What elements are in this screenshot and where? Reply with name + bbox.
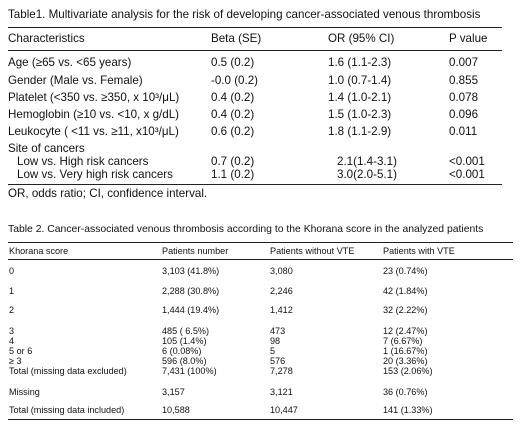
row-p: 0.011 — [449, 125, 478, 138]
cell-with: 7 (6.67%) — [383, 336, 423, 346]
table1-header-or: OR (95% CI) — [328, 32, 395, 45]
row-beta: -0.0 (0.2) — [211, 74, 259, 87]
table2-header-score: Khorana score — [9, 246, 69, 256]
cell-number: 485 ( 6.5%) — [162, 326, 210, 336]
table2-header-with: Patients with VTE — [383, 246, 455, 256]
row-or: 1.8 (1.1-2.9) — [328, 125, 392, 138]
row-or: 1.4 (1.0-2.1) — [328, 91, 392, 104]
table2-bottom-rule — [8, 419, 513, 420]
cell-without: 98 — [270, 336, 281, 346]
row-label: Low vs. Very high risk cancers — [17, 168, 173, 181]
cell-score: Missing — [9, 387, 40, 397]
table2-header-number: Patients number — [162, 246, 229, 256]
row-beta: 0.4 (0.2) — [211, 108, 255, 121]
cell-number: 3,157 — [162, 387, 185, 397]
row-p: 0.007 — [449, 56, 479, 69]
cell-with: 141 (1.33%) — [383, 405, 433, 415]
row-label: Leukocyte ( <11 vs. ≥11, x10³/μL) — [8, 125, 179, 138]
cell-without: 576 — [270, 356, 286, 366]
cell-number: 10,588 — [162, 405, 190, 415]
cell-score: Total (missing data included) — [9, 405, 125, 415]
cell-score: Total (missing data excluded) — [9, 366, 127, 376]
row-label: Low vs. High risk cancers — [17, 155, 149, 168]
cell-score: 1 — [9, 286, 15, 296]
cell-without: 2,246 — [270, 286, 293, 296]
cell-score: 5 or 6 — [9, 346, 33, 356]
cell-number: 1,444 (19.4%) — [162, 305, 220, 315]
row-p: 0.078 — [449, 91, 479, 104]
cell-number: 3,103 (41.8%) — [162, 266, 220, 276]
cell-with: 1 (16.67%) — [383, 346, 428, 356]
cell-with: 153 (2.06%) — [383, 366, 433, 376]
cell-without: 3,080 — [270, 266, 293, 276]
table1-header-rule — [8, 50, 502, 51]
row-or: 3.0(2.0-5.1) — [337, 168, 397, 181]
cell-with: 36 (0.76%) — [383, 387, 428, 397]
table1-site-heading: Site of cancers — [8, 142, 85, 155]
row-p: 0.855 — [449, 74, 479, 87]
cell-score: 4 — [9, 336, 15, 346]
row-beta: 0.4 (0.2) — [211, 91, 255, 104]
row-label: Platelet (<350 vs. ≥350, x 10³/μL) — [8, 91, 180, 104]
cell-number: 6 (0.08%) — [162, 346, 202, 356]
cell-without: 10,447 — [270, 405, 298, 415]
table2-header-rule — [8, 259, 513, 260]
row-p: <0.001 — [449, 168, 485, 181]
cell-without: 3,121 — [270, 387, 293, 397]
cell-number: 7,431 (100%) — [162, 366, 217, 376]
table1-header-p: P value — [449, 32, 488, 45]
row-beta: 0.6 (0.2) — [211, 125, 255, 138]
row-beta: 0.5 (0.2) — [211, 56, 255, 69]
row-or: 1.0 (0.7-1.4) — [328, 74, 392, 87]
cell-with: 42 (1.84%) — [383, 286, 428, 296]
table2-top-rule — [8, 242, 513, 243]
table2-caption: Table 2. Cancer-associated venous thromb… — [8, 224, 484, 235]
table1-bottom-rule — [8, 184, 502, 185]
row-p: 0.096 — [449, 108, 479, 121]
cell-with: 20 (3.36%) — [383, 356, 428, 366]
cell-with: 23 (0.74%) — [383, 266, 428, 276]
table1-header-beta: Beta (SE) — [211, 32, 262, 45]
cell-without: 7,278 — [270, 366, 293, 376]
row-label: Age (≥65 vs. <65 years) — [8, 56, 132, 69]
cell-number: 2,288 (30.8%) — [162, 286, 220, 296]
row-beta: 0.7 (0.2) — [211, 155, 255, 168]
cell-score: ≥ 3 — [9, 356, 22, 366]
cell-number: 105 (1.4%) — [162, 336, 207, 346]
row-p: <0.001 — [449, 155, 485, 168]
cell-without: 5 — [270, 346, 276, 356]
table1-caption: Table1. Multivariate analysis for the ri… — [8, 8, 481, 21]
row-label: Gender (Male vs. Female) — [8, 74, 143, 87]
cell-score: 2 — [9, 305, 15, 315]
cell-with: 12 (2.47%) — [383, 326, 428, 336]
cell-without: 473 — [270, 326, 286, 336]
row-beta: 1.1 (0.2) — [211, 168, 255, 181]
cell-score: 3 — [9, 326, 15, 336]
table1-header-characteristics: Characteristics — [8, 32, 85, 45]
row-or: 2.1(1.4-3.1) — [337, 155, 397, 168]
row-or: 1.5 (1.0-2.3) — [328, 108, 392, 121]
row-or: 1.6 (1.1-2.3) — [328, 56, 392, 69]
cell-with: 32 (2.22%) — [383, 305, 428, 315]
table1-footnote: OR, odds ratio; CI, confidence interval. — [8, 187, 208, 200]
table1-top-rule — [8, 27, 502, 28]
table2-header-without: Patients without VTE — [270, 246, 355, 256]
cell-score: 0 — [9, 266, 15, 276]
cell-number: 596 (8.0%) — [162, 356, 207, 366]
row-label: Hemoglobin (≥10 vs. <10, x g/dL) — [8, 108, 180, 121]
cell-without: 1,412 — [270, 305, 293, 315]
